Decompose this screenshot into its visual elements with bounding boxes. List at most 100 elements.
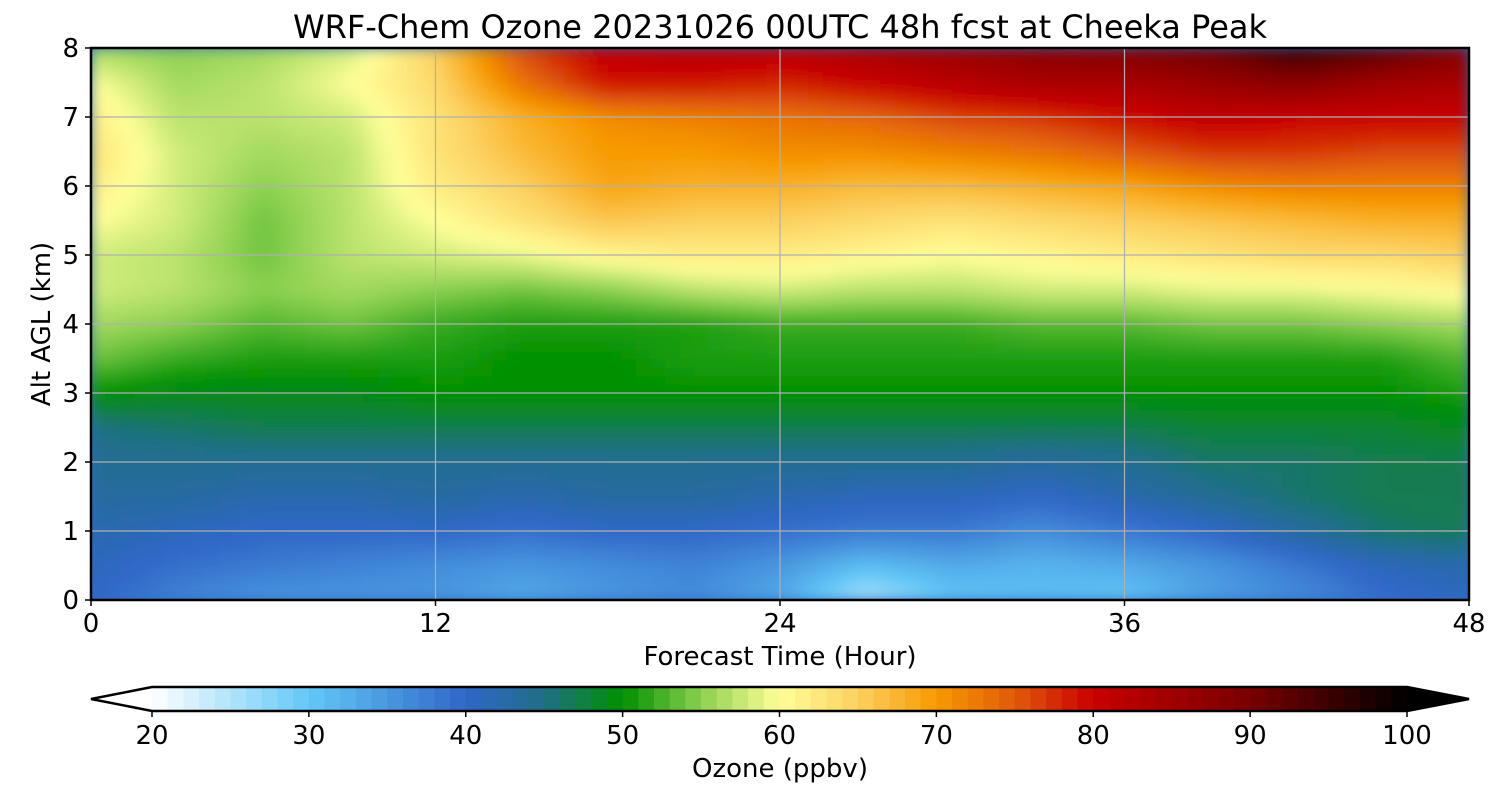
heatmap-cell [836, 539, 853, 549]
heatmap-cell [1396, 220, 1413, 230]
heatmap-cell [1411, 358, 1427, 368]
heatmap-cell [1425, 444, 1441, 454]
heatmap-cell [966, 297, 982, 308]
heatmap-cell [492, 375, 508, 385]
heatmap-cell [535, 496, 551, 506]
heatmap-cell [1296, 185, 1312, 196]
heatmap-cell [1267, 375, 1283, 385]
heatmap-cell [147, 280, 164, 290]
heatmap-cell [1009, 245, 1025, 256]
heatmap-cell [951, 185, 968, 196]
heatmap-cell [219, 573, 236, 584]
heatmap-cell [549, 444, 566, 454]
heatmap-cell [190, 245, 207, 256]
heatmap-cell [1009, 401, 1025, 411]
heatmap-cell [1353, 496, 1370, 506]
heatmap-cell [722, 306, 738, 316]
heatmap-cell [937, 245, 953, 256]
heatmap-cell [1023, 245, 1039, 256]
heatmap-cell [679, 194, 695, 204]
heatmap-cell [1396, 504, 1413, 515]
heatmap-cell [1353, 306, 1370, 316]
heatmap-cell [1009, 237, 1025, 247]
heatmap-cell [1152, 289, 1169, 299]
heatmap-cell [234, 452, 250, 463]
heatmap-cell [1296, 228, 1312, 239]
heatmap-cell [1152, 202, 1169, 213]
heatmap-cell [664, 521, 681, 532]
heatmap-cell [1382, 521, 1398, 532]
heatmap-cell [1425, 427, 1441, 437]
heatmap-cell [865, 427, 881, 437]
heatmap-cell [506, 349, 523, 359]
heatmap-cell [865, 375, 881, 385]
heatmap-cell [305, 366, 322, 377]
heatmap-cell [679, 383, 695, 394]
heatmap-cell [1066, 358, 1082, 368]
heatmap-cell [334, 565, 350, 575]
heatmap-cell [1281, 478, 1298, 489]
heatmap-cell [1109, 159, 1125, 170]
heatmap-cell [1267, 556, 1283, 566]
heatmap-cell [951, 590, 968, 600]
heatmap-cell [277, 271, 293, 282]
heatmap-cell [1353, 461, 1370, 472]
heatmap-cell [894, 573, 910, 584]
heatmap-cell [951, 539, 968, 549]
heatmap-cell [994, 202, 1011, 213]
heatmap-cell [865, 582, 881, 592]
heatmap-cell [664, 168, 681, 178]
heatmap-cell [234, 375, 250, 385]
heatmap-cell [650, 392, 666, 403]
heatmap-cell [219, 185, 236, 196]
heatmap-cell [765, 254, 781, 265]
heatmap-cell [1353, 185, 1370, 196]
heatmap-cell [363, 530, 379, 541]
heatmap-cell [707, 332, 724, 342]
heatmap-cell [822, 375, 838, 385]
heatmap-cell [1238, 496, 1255, 506]
heatmap-cell [435, 202, 451, 213]
heatmap-cell [219, 487, 236, 497]
heatmap-cell [262, 392, 279, 403]
heatmap-cell [1037, 478, 1054, 489]
heatmap-cell [521, 487, 537, 497]
heatmap-cell [865, 504, 881, 515]
heatmap-cell [1253, 401, 1269, 411]
heatmap-cell [851, 530, 867, 541]
heatmap-cell [248, 168, 264, 178]
heatmap-cell [693, 392, 709, 403]
heatmap-cell [277, 151, 293, 161]
heatmap-cell [564, 349, 580, 359]
heatmap-cell [1224, 478, 1240, 489]
heatmap-cell [334, 452, 350, 463]
heatmap-cell [406, 202, 422, 213]
heatmap-cell [1425, 547, 1441, 558]
heatmap-cell [234, 547, 250, 558]
heatmap-cell [693, 168, 709, 178]
heatmap-cell [966, 340, 982, 351]
heatmap-cell [650, 521, 666, 532]
heatmap-cell [305, 565, 322, 575]
heatmap-cell [793, 478, 810, 489]
heatmap-cell [391, 211, 408, 221]
heatmap-cell [1167, 185, 1183, 196]
heatmap-cell [621, 220, 637, 230]
heatmap-cell [836, 314, 853, 325]
heatmap-cell [147, 547, 164, 558]
heatmap-cell [564, 254, 580, 265]
heatmap-cell [822, 297, 838, 308]
heatmap-cell [449, 366, 465, 377]
heatmap-cell [1296, 530, 1312, 541]
heatmap-cell [1425, 314, 1441, 325]
heatmap-cell [1052, 271, 1068, 282]
heatmap-cell [750, 427, 767, 437]
heatmap-cell [535, 245, 551, 256]
heatmap-cell [334, 159, 350, 170]
heatmap-cell [549, 487, 566, 497]
heatmap-cell [91, 314, 106, 325]
heatmap-cell [147, 254, 164, 265]
heatmap-cell [607, 340, 623, 351]
heatmap-cell [808, 565, 824, 575]
heatmap-cell [750, 435, 767, 446]
